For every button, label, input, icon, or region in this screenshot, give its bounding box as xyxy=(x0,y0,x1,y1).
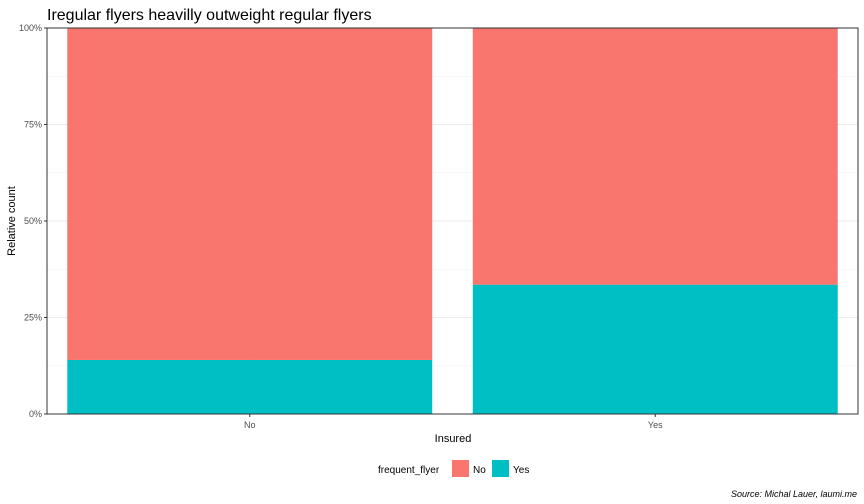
chart-title: Iregular flyers heavilly outweight regul… xyxy=(47,7,372,24)
legend-label-no: No xyxy=(473,465,486,476)
x-tick-label: Yes xyxy=(648,420,663,430)
bar-no-series-no xyxy=(67,28,433,360)
legend-key-yes xyxy=(492,460,509,477)
y-tick-label: 25% xyxy=(24,313,42,323)
y-tick-label: 50% xyxy=(24,216,42,226)
x-axis-title: Insured xyxy=(435,433,472,445)
y-tick-label: 0% xyxy=(29,409,42,419)
bar-yes-series-no xyxy=(472,28,838,285)
legend-label-yes: Yes xyxy=(513,465,529,476)
bar-no-series-yes xyxy=(67,359,433,414)
y-tick-label: 75% xyxy=(24,120,42,130)
x-axis: No Yes xyxy=(244,414,663,430)
y-tick-label: 100% xyxy=(19,23,42,33)
bar-yes-series-yes xyxy=(472,284,838,414)
source-caption: Source: Michal Lauer, laumi.me xyxy=(731,489,857,499)
x-tick-label: No xyxy=(244,420,256,430)
legend-key-no xyxy=(452,460,469,477)
y-axis-title: Relative count xyxy=(6,186,18,256)
y-axis: 0% 25% 50% 75% 100% xyxy=(19,23,47,419)
legend: frequent_flyer No Yes xyxy=(378,460,529,477)
plot-area xyxy=(46,27,859,415)
legend-title: frequent_flyer xyxy=(378,465,440,476)
